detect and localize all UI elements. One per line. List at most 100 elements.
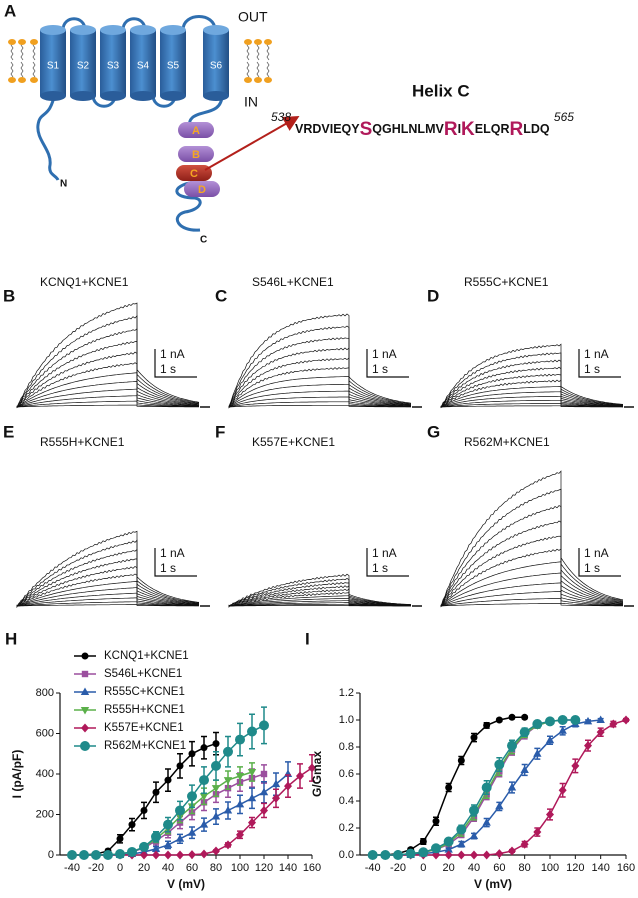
marker xyxy=(164,776,172,784)
cylinder-bottom xyxy=(70,91,96,101)
x-tick-label: 80 xyxy=(210,862,222,874)
current-trace xyxy=(16,592,200,607)
marker xyxy=(507,740,517,751)
x-tick-label: 20 xyxy=(138,862,150,874)
scale-bar xyxy=(366,349,409,378)
helix xyxy=(178,146,214,162)
current-trace xyxy=(228,337,412,407)
x-tick-label: 60 xyxy=(493,862,505,874)
legend-label: KCNQ1+KCNE1 xyxy=(104,650,189,662)
terminus-label: N xyxy=(60,179,67,190)
marker xyxy=(469,831,479,840)
current-trace xyxy=(16,404,199,408)
marker xyxy=(67,850,77,860)
y-axis-title: I (pA/pF) xyxy=(10,750,24,799)
marker xyxy=(199,775,209,786)
current-trace xyxy=(16,302,200,408)
segment-label: S3 xyxy=(107,61,120,72)
y-tick-label: 800 xyxy=(36,687,54,699)
legend-label: R555C+KCNE1 xyxy=(104,686,185,698)
marker xyxy=(495,801,504,810)
cylinder-top xyxy=(160,25,186,35)
residues: R xyxy=(444,119,458,140)
x-tick-label: 0 xyxy=(420,862,426,874)
current-trace xyxy=(228,584,412,608)
topology-diagram: A S1 S2 S3 S4 S5 S6 A B C D OUT IN N C Helix … xyxy=(4,1,574,245)
legend-label: R555H+KCNE1 xyxy=(104,704,185,716)
marker xyxy=(596,715,605,723)
lipid-tail xyxy=(10,44,14,78)
current-trace xyxy=(228,595,411,607)
marker xyxy=(296,771,304,781)
lipid-head xyxy=(30,39,38,45)
scale-bar xyxy=(578,548,621,577)
marker xyxy=(176,850,184,860)
marker xyxy=(609,719,618,729)
marker xyxy=(533,749,542,757)
lipid-head xyxy=(18,39,26,45)
marker xyxy=(393,850,403,860)
current-trace xyxy=(440,391,624,408)
current-trace xyxy=(228,577,412,607)
marker xyxy=(211,760,221,771)
cylinder-bottom xyxy=(100,91,126,101)
current-trace xyxy=(228,582,412,607)
marker xyxy=(248,818,256,828)
helix-label: A xyxy=(192,125,200,137)
residues: I xyxy=(458,122,461,136)
n-terminus xyxy=(36,91,60,181)
cylinder-bottom xyxy=(203,91,229,101)
current-trace xyxy=(16,315,200,408)
x-tick-label: 100 xyxy=(231,862,249,874)
marker xyxy=(380,850,391,860)
marker xyxy=(483,721,491,729)
current-trace xyxy=(16,581,200,607)
marker xyxy=(152,850,160,860)
marker xyxy=(470,734,478,742)
helix-cylinder xyxy=(203,30,229,96)
marker xyxy=(200,849,208,859)
segment-label: S6 xyxy=(210,61,223,72)
current-trace xyxy=(440,366,624,407)
time-scale: 1 s xyxy=(372,362,388,376)
y-tick-label: 1.2 xyxy=(339,687,354,699)
current-trace xyxy=(16,601,199,607)
residue-end: 565 xyxy=(554,110,574,124)
segment-label: S1 xyxy=(47,61,60,72)
scale-bar xyxy=(366,548,409,577)
marker xyxy=(128,821,136,829)
x-tick-label: 140 xyxy=(279,862,297,874)
marker xyxy=(443,836,454,847)
marker xyxy=(151,831,161,842)
panel-title: KCNQ1+KCNE1 xyxy=(40,275,129,289)
marker xyxy=(187,828,197,836)
residues: LDQ xyxy=(523,122,550,136)
marker xyxy=(584,741,592,751)
lipid-head xyxy=(30,77,38,83)
marker xyxy=(212,846,220,856)
marker xyxy=(223,777,233,785)
current-trace xyxy=(228,390,411,408)
x-tick-label: -20 xyxy=(88,862,104,874)
marker xyxy=(508,713,516,721)
marker xyxy=(558,785,567,795)
marker xyxy=(152,788,160,796)
marker xyxy=(200,744,208,752)
y-tick-label: 0.4 xyxy=(339,795,354,807)
helix-cylinder xyxy=(40,30,66,96)
current-trace xyxy=(16,573,200,607)
panel-title: S546L+KCNE1 xyxy=(252,275,334,289)
x-tick-label: 140 xyxy=(591,862,609,874)
current-trace xyxy=(440,548,624,608)
marker xyxy=(140,850,148,860)
current-trace xyxy=(16,388,200,408)
x-tick-label: -40 xyxy=(365,862,381,874)
marker xyxy=(80,741,90,751)
current-trace xyxy=(440,598,624,607)
marker xyxy=(91,850,101,860)
lipid-head xyxy=(18,77,26,83)
current-trace xyxy=(228,404,411,408)
marker xyxy=(127,846,137,857)
marker xyxy=(444,850,453,860)
